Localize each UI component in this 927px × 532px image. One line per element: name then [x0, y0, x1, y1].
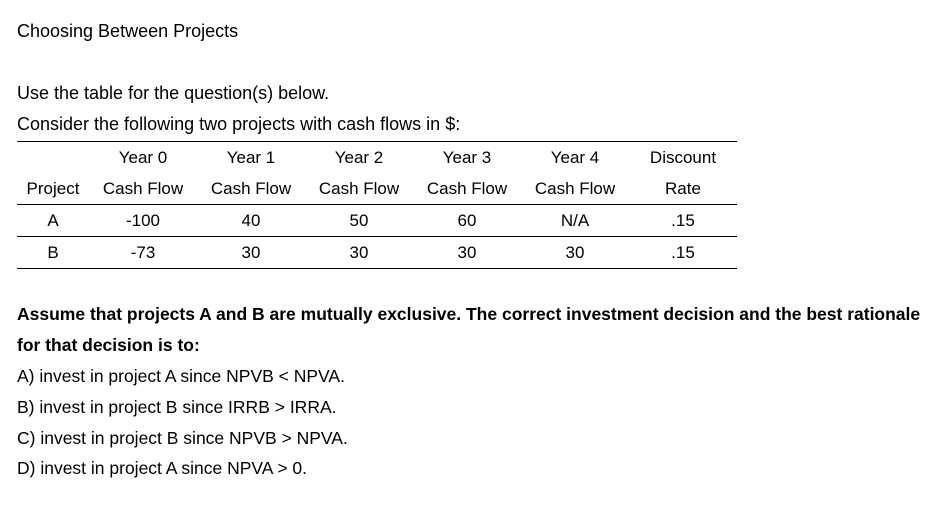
- question: Assume that projects A and B are mutuall…: [17, 304, 921, 355]
- table-cell: .15: [671, 242, 695, 262]
- header-cell: Cash Flow: [89, 173, 197, 205]
- table-cell: 60: [413, 204, 521, 237]
- answer-option: C) invest in project B since NPVB > NPVA…: [17, 428, 348, 448]
- header-cell: Year 1: [226, 147, 276, 167]
- header-cell: Year 4: [550, 147, 600, 167]
- table-cell: -73: [130, 242, 156, 262]
- table-cell: 30: [241, 242, 261, 262]
- header-cell: [17, 142, 89, 174]
- header-cell: Cash Flow: [413, 173, 521, 205]
- table-row: B -73 30 30 30 30 .15: [17, 237, 737, 269]
- header-cell: Cash Flow: [197, 173, 305, 205]
- header-cell: Discount: [649, 147, 717, 167]
- table-cell: 30: [349, 242, 369, 262]
- cash-flow-table: Year 0 Year 1 Year 2 Year 3 Year 4 Discount Pr…: [17, 141, 737, 269]
- table-cell: 30: [457, 242, 477, 262]
- header-cell: Year 2: [334, 147, 384, 167]
- header-cell: Project: [17, 173, 89, 205]
- table-row: A -100 40 50 60 N/A .15: [17, 204, 737, 237]
- table-cell: 50: [305, 204, 413, 237]
- header-cell: Cash Flow: [521, 173, 629, 205]
- header-cell: Year 0: [118, 147, 168, 167]
- table-cell: N/A: [521, 204, 629, 237]
- header-cell: Cash Flow: [305, 173, 413, 205]
- table-cell: .15: [629, 204, 737, 237]
- table-cell: -100: [89, 204, 197, 237]
- header-cell: Rate: [629, 173, 737, 205]
- intro-text: Use the table for the question(s) below.: [17, 83, 330, 103]
- table-cell: A: [17, 204, 89, 237]
- table-cell: B: [47, 242, 59, 262]
- table-cell: 30: [565, 242, 585, 262]
- title: Choosing Between Projects: [17, 21, 239, 41]
- header-row: Project Cash Flow Cash Flow Cash Flow Cash F…: [17, 173, 737, 205]
- answer-option: B) invest in project B since IRRB > IRRA…: [17, 397, 337, 417]
- table-cell: 40: [197, 204, 305, 237]
- answer-option: A) invest in project A since NPVB < NPVA…: [17, 366, 345, 386]
- intro-text: Consider the following two projects with…: [17, 114, 461, 134]
- header-row: Year 0 Year 1 Year 2 Year 3 Year 4 Discount: [17, 142, 737, 174]
- answer-option: D) invest in project A since NPVA > 0.: [17, 458, 308, 478]
- header-cell: Year 3: [442, 147, 492, 167]
